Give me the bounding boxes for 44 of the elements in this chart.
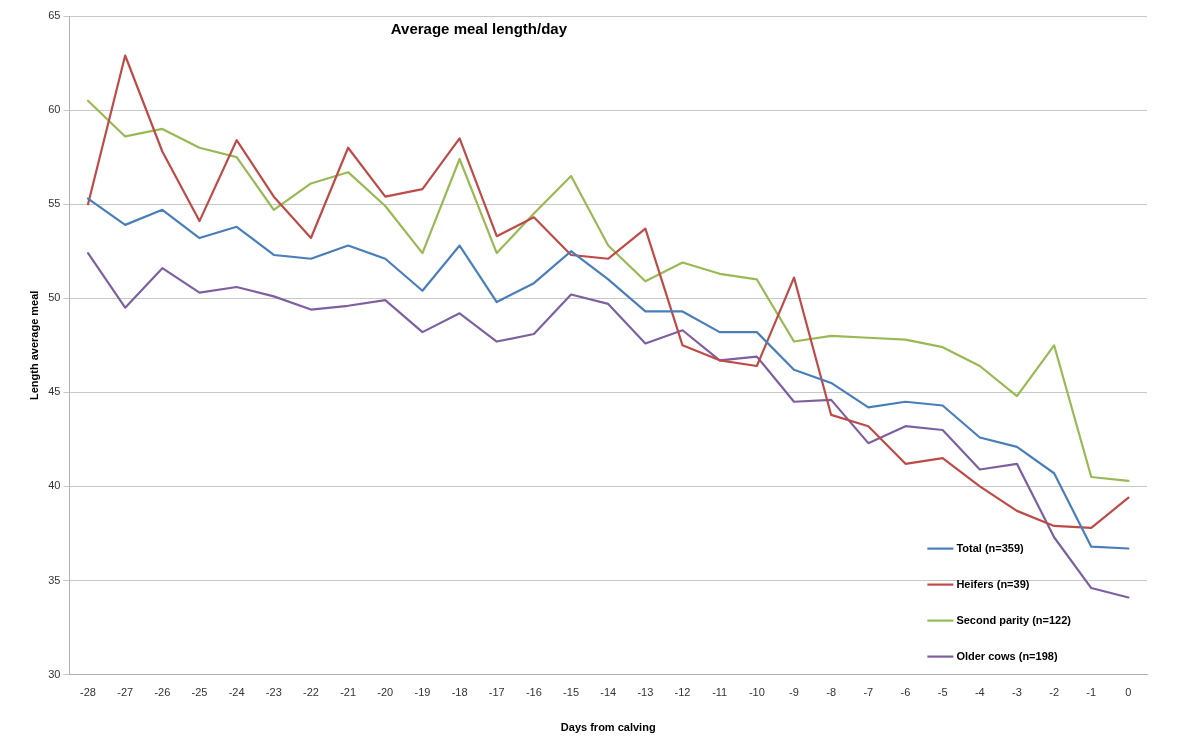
legend-label: Total (n=359) bbox=[956, 541, 1025, 554]
x-tick-label: -18 bbox=[451, 686, 468, 699]
x-tick-label: -9 bbox=[789, 686, 799, 699]
x-tick-label: -26 bbox=[154, 686, 171, 699]
x-tick-label: -1 bbox=[1086, 686, 1097, 699]
x-tick-label: -5 bbox=[937, 686, 948, 699]
y-tick-label: 45 bbox=[48, 385, 61, 398]
x-tick-label: -4 bbox=[974, 686, 985, 699]
legend-label: Second parity (n=122) bbox=[956, 613, 1072, 626]
y-tick-label: 55 bbox=[48, 197, 61, 210]
x-tick-label: -16 bbox=[525, 686, 542, 699]
y-tick-label: 40 bbox=[48, 479, 61, 492]
x-tick-label: -11 bbox=[712, 686, 728, 699]
y-axis-title: Length average meal bbox=[27, 290, 40, 401]
x-tick-label: -7 bbox=[863, 686, 874, 699]
x-tick-label: -15 bbox=[563, 686, 580, 699]
y-tick-label: 65 bbox=[48, 9, 61, 22]
y-tick-label: 60 bbox=[48, 103, 61, 116]
x-tick-label: -28 bbox=[80, 686, 96, 699]
x-axis-title: Days from calving bbox=[560, 721, 656, 734]
x-tick-label: -23 bbox=[265, 686, 282, 699]
y-tick-label: 30 bbox=[48, 667, 61, 680]
x-tick-label: -2 bbox=[1049, 686, 1059, 699]
x-tick-label: -12 bbox=[674, 686, 691, 699]
x-tick-label: -17 bbox=[488, 686, 505, 699]
x-tick-label: -8 bbox=[826, 686, 837, 699]
x-tick-label: -10 bbox=[748, 686, 765, 699]
x-tick-label: -24 bbox=[228, 686, 245, 699]
x-tick-label: -3 bbox=[1012, 686, 1022, 699]
x-tick-label: -6 bbox=[900, 686, 911, 699]
x-tick-label: -21 bbox=[340, 686, 357, 699]
x-tick-label: -25 bbox=[191, 686, 208, 699]
x-tick-label: -22 bbox=[303, 686, 319, 699]
chart-title: Average meal length/day bbox=[390, 20, 568, 38]
x-tick-label: -14 bbox=[600, 686, 617, 699]
x-tick-label: -20 bbox=[377, 686, 394, 699]
x-tick-label: -19 bbox=[414, 686, 431, 699]
legend-label: Heifers (n=39) bbox=[956, 577, 1030, 590]
y-tick-label: 35 bbox=[48, 573, 61, 586]
x-tick-label: -27 bbox=[117, 686, 134, 699]
x-tick-label: 0 bbox=[1125, 686, 1132, 699]
y-tick-label: 50 bbox=[48, 291, 61, 304]
x-tick-label: -13 bbox=[637, 686, 654, 699]
legend-label: Older cows (n=198) bbox=[956, 649, 1058, 662]
